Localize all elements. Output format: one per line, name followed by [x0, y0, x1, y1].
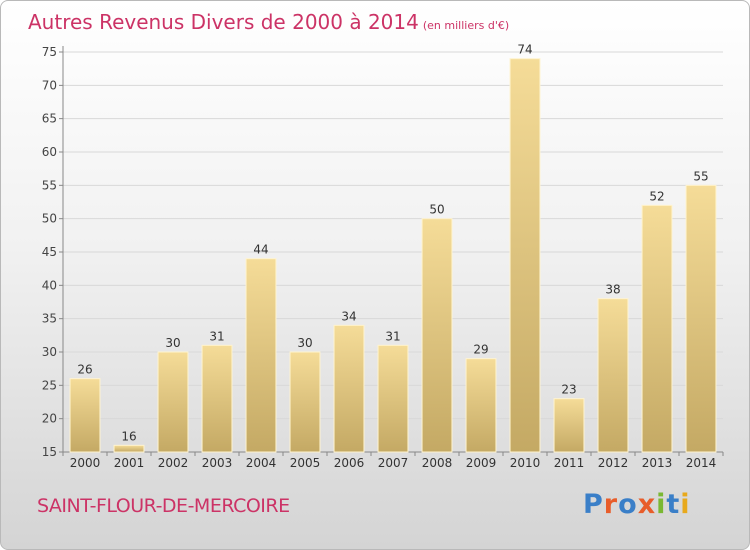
- bar-2005: [289, 351, 321, 453]
- bar-2011: [553, 398, 585, 453]
- bar-2013: [641, 204, 673, 453]
- x-tick-label-2014: 2014: [686, 456, 717, 470]
- data-label-2004: 44: [253, 243, 268, 257]
- x-tick-label-2001: 2001: [114, 456, 145, 470]
- x-tick-label-2007: 2007: [378, 456, 409, 470]
- data-label-2006: 34: [341, 309, 356, 323]
- bar-2006: [333, 324, 365, 453]
- y-tick-label: 15: [42, 445, 57, 459]
- data-label-2010: 74: [517, 43, 532, 57]
- y-tick-label: 45: [42, 245, 57, 259]
- bar-2012: [597, 298, 629, 453]
- x-tick-label-2004: 2004: [246, 456, 277, 470]
- logo-letter: i: [680, 489, 691, 520]
- logo-letter: t: [666, 489, 681, 520]
- chart-title-text: Autres Revenus Divers de 2000 à 2014: [28, 10, 419, 34]
- data-label-2013: 52: [649, 189, 664, 203]
- data-label-2001: 16: [121, 429, 136, 443]
- y-tick-label: 35: [42, 312, 57, 326]
- x-tick-label-2013: 2013: [642, 456, 673, 470]
- y-tick-label: 70: [42, 78, 57, 92]
- data-label-2012: 38: [605, 283, 620, 297]
- chart-title: Autres Revenus Divers de 2000 à 2014 (en …: [28, 10, 509, 34]
- y-tick-label: 30: [42, 345, 57, 359]
- y-tick-label: 75: [42, 45, 57, 59]
- bar-2004: [245, 258, 277, 453]
- x-tick-label-2011: 2011: [554, 456, 585, 470]
- data-label-2014: 55: [693, 169, 708, 183]
- logo-letter: P: [583, 489, 604, 520]
- x-tick-label-2006: 2006: [334, 456, 365, 470]
- bar-2014: [685, 184, 717, 453]
- proxiti-logo: Proxiti: [583, 489, 691, 520]
- data-label-2002: 30: [165, 336, 180, 350]
- y-tick-label: 60: [42, 145, 57, 159]
- commune-name: SAINT-FLOUR-DE-MERCOIRE: [37, 495, 290, 517]
- data-label-2007: 31: [385, 329, 400, 343]
- data-label-2005: 30: [297, 336, 312, 350]
- x-tick-label-2008: 2008: [422, 456, 453, 470]
- y-tick-label: 20: [42, 412, 57, 426]
- data-label-2009: 29: [473, 343, 488, 357]
- bar-2009: [465, 358, 497, 453]
- x-tick-label-2003: 2003: [202, 456, 233, 470]
- y-tick-label: 65: [42, 112, 57, 126]
- data-label-2000: 26: [77, 363, 92, 377]
- x-tick-label-2005: 2005: [290, 456, 321, 470]
- chart-subtitle: (en milliers d'€): [422, 19, 510, 32]
- bar-2008: [421, 218, 453, 453]
- x-tick-label-2002: 2002: [158, 456, 189, 470]
- x-tick-label-2012: 2012: [598, 456, 629, 470]
- x-tick-label-2000: 2000: [70, 456, 101, 470]
- bar-2002: [157, 351, 189, 453]
- bar-2010: [509, 58, 541, 453]
- bar-2007: [377, 344, 409, 453]
- data-labels: 26 2000 16 2001 30 2002 31 2003 44 2004 30 2005 34 20…: [70, 43, 717, 470]
- data-label-2011: 23: [561, 383, 576, 397]
- logo-letter: i: [656, 489, 667, 520]
- x-tick-label-2010: 2010: [510, 456, 541, 470]
- logo-letter: o: [618, 489, 638, 520]
- x-tick-label-2009: 2009: [466, 456, 497, 470]
- data-label-2008: 50: [429, 203, 444, 217]
- y-tick-label: 55: [42, 178, 57, 192]
- bar-2000: [69, 378, 101, 453]
- logo-letter: r: [603, 489, 619, 520]
- y-tick-label: 50: [42, 212, 57, 226]
- bar-2001: [113, 444, 145, 453]
- bar-2003: [201, 344, 233, 453]
- logo-letter: x: [637, 489, 657, 520]
- y-tick-label: 40: [42, 278, 57, 292]
- y-tick-label: 25: [42, 378, 57, 392]
- data-label-2003: 31: [209, 329, 224, 343]
- bars: [69, 58, 717, 453]
